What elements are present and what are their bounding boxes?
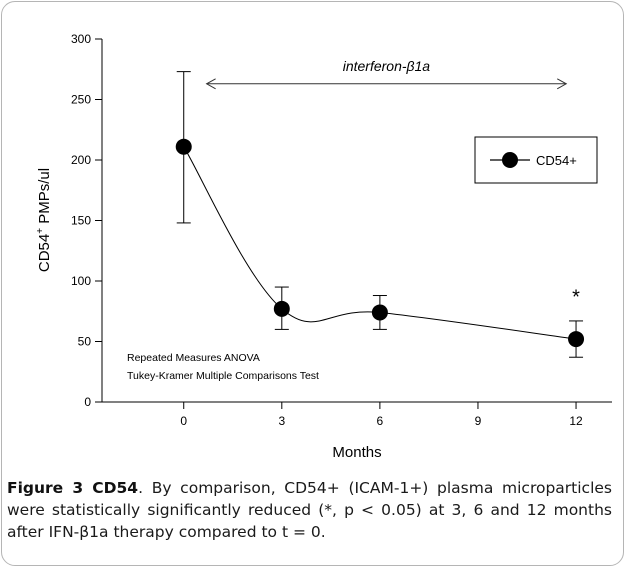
figure-caption: Figure 3 CD54. By comparison, CD54+ (ICA… bbox=[7, 477, 612, 543]
y-tick-label: 0 bbox=[84, 395, 91, 409]
data-point bbox=[273, 300, 290, 317]
treatment-arrow-left-head bbox=[205, 78, 216, 90]
y-axis-label-main: CD54 bbox=[36, 234, 53, 272]
y-axis-label-superscript: + bbox=[35, 228, 46, 234]
data-point bbox=[371, 304, 388, 321]
y-tick-label: 250 bbox=[71, 93, 91, 107]
data-point bbox=[175, 138, 192, 155]
axes bbox=[101, 39, 612, 403]
x-tick-label: 12 bbox=[569, 414, 583, 428]
x-tick-label: 9 bbox=[475, 414, 482, 428]
data-point bbox=[568, 331, 585, 348]
x-tick-label: 3 bbox=[278, 414, 285, 428]
x-tick-label: 0 bbox=[180, 414, 187, 428]
y-tick-label: 300 bbox=[71, 32, 91, 46]
significance-marker: * bbox=[572, 287, 580, 309]
y-tick-label: 150 bbox=[71, 214, 91, 228]
stats-note-line-2: Tukey-Kramer Multiple Comparisons Test bbox=[127, 370, 319, 382]
caption-title: Figure 3 CD54 bbox=[7, 479, 139, 497]
y-tick-label: 100 bbox=[71, 274, 91, 288]
y-axis-label: CD54+ PMPs/ul bbox=[35, 168, 53, 272]
y-axis-ticks: 0 50 100 150 200 250 300 bbox=[71, 32, 102, 409]
series-line bbox=[183, 146, 577, 340]
series-marks bbox=[175, 71, 585, 358]
x-tick-label: 6 bbox=[377, 414, 384, 428]
legend-label: CD54+ bbox=[536, 153, 577, 168]
caption-body: . By comparison, CD54+ (ICAM-1+) plasma … bbox=[7, 479, 612, 541]
treatment-span bbox=[205, 78, 568, 90]
y-tick-label: 200 bbox=[71, 153, 91, 167]
treatment-label: interferon-β1a bbox=[343, 58, 431, 74]
y-tick-label: 50 bbox=[78, 335, 92, 349]
x-axis-ticks: 0 3 6 9 12 bbox=[180, 402, 583, 428]
y-axis-label-rest: PMPs/ul bbox=[36, 168, 53, 228]
stats-note-line-1: Repeated Measures ANOVA bbox=[127, 352, 260, 364]
legend: CD54+ bbox=[474, 136, 598, 184]
chart: 0 50 100 150 200 250 300 0 3 6 9 12 Months CD54+ P… bbox=[35, 32, 612, 461]
legend-marker bbox=[502, 152, 518, 168]
x-axis-label: Months bbox=[332, 444, 381, 461]
treatment-arrow-right-head bbox=[556, 78, 568, 90]
